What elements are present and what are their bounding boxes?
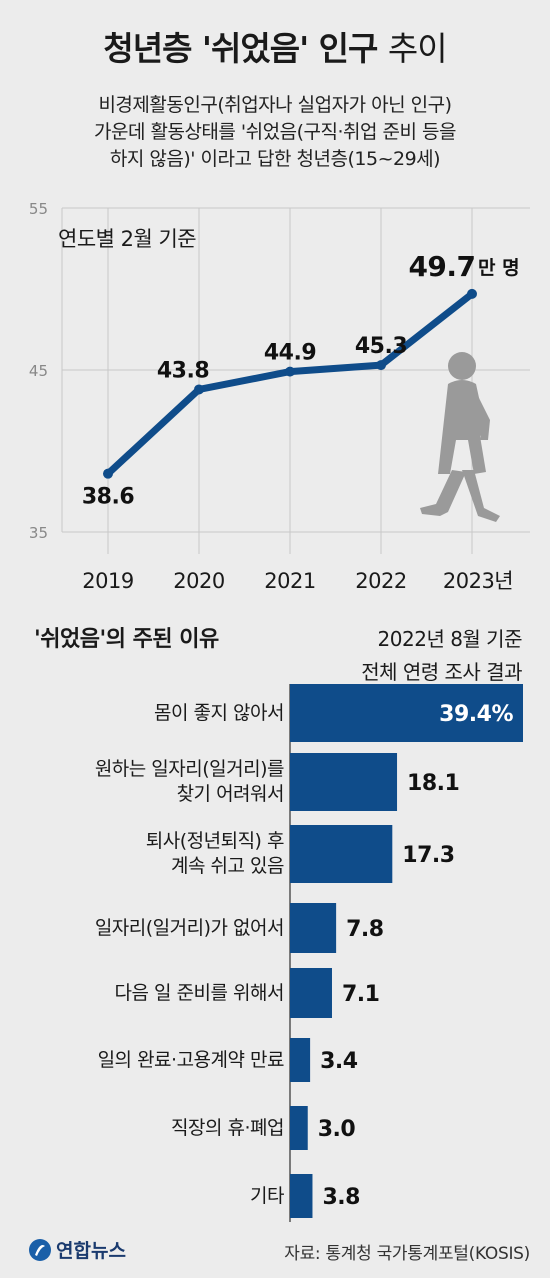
data-point (103, 468, 113, 479)
bar-value-label: 7.1 (342, 982, 379, 1007)
bar-value-label: 3.0 (318, 1117, 356, 1142)
x-tick-label: 2021 (264, 569, 315, 593)
line-value-label: 43.8 (157, 358, 209, 383)
x-tick-label: 2020 (173, 569, 224, 593)
data-point (376, 360, 386, 371)
bar-category-label: 퇴사(정년퇴직) 후 계속 쉬고 있음 (145, 830, 285, 877)
page-title: 청년층 '쉬었음' 인구 추이 (0, 22, 550, 70)
bar-category-label: 기타 (250, 1184, 284, 1207)
logo-icon (29, 1238, 51, 1261)
y-tick-label: 45 (29, 362, 48, 380)
bar-category-label: 몸이 좋지 않아서 (154, 701, 284, 724)
x-axis-labels: 2019 2020 2021 2022 2023년 (82, 569, 513, 593)
x-tick-label: 2019 (82, 569, 133, 593)
logo: 연합뉴스 (28, 1236, 126, 1263)
subtitle-line: 하지 않음)' 이라고 답한 청년층(15~29세) (109, 148, 441, 170)
bar-chart-title: '쉬었음'의 주된 이유 (34, 627, 219, 652)
bar-chart-note: 전체 연령 조사 결과 (361, 660, 522, 684)
grid-layer: 35 45 55 (29, 200, 530, 554)
bar-category-label: 직장의 휴·폐업 (171, 1116, 284, 1139)
line-chart-note: 연도별 2월 기준 (58, 227, 196, 251)
bar-value-label: 3.8 (322, 1185, 359, 1210)
bar-value-label: 18.1 (407, 771, 459, 796)
subtitle-line: 비경제활동인구(취업자나 실업자가 아닌 인구) (98, 94, 452, 116)
line-chart: 35 45 55 연도별 2월 기준 38.6 43.8 44.9 45.3 49.7 만 명… (29, 200, 530, 593)
subtitle: 비경제활동인구(취업자나 실업자가 아닌 인구) 가운데 활동상태를 '쉬었음(… (20, 92, 530, 173)
unit-label: 만 명 (478, 257, 520, 279)
bar-value-label: 7.8 (346, 917, 383, 942)
bar (290, 684, 523, 742)
title-main: 청년층 '쉬었음' 인구 (103, 29, 378, 68)
bar-value-label: 3.4 (320, 1049, 358, 1074)
y-tick-label: 55 (29, 200, 48, 218)
data-point (467, 288, 477, 299)
bar-chart-note: 2022년 8월 기준 (378, 627, 523, 651)
bar-category-label: 다음 일 준비를 위해서 (114, 981, 285, 1004)
bar-category-label: 원하는 일자리(일거리)를 찾기 어려워서 (94, 758, 285, 805)
logo-text: 연합뉴스 (56, 1240, 126, 1262)
walking-person-icon (420, 352, 500, 522)
bar-value-label: 39.4% (439, 702, 513, 727)
bar (290, 968, 332, 1018)
bar (290, 903, 337, 953)
bar (290, 1106, 308, 1150)
y-tick-label: 35 (29, 524, 48, 542)
bar-category-label: 일자리(일거리)가 없어서 (94, 916, 285, 939)
bar-chart: '쉬었음'의 주된 이유 2022년 8월 기준 전체 연령 조사 결과 39.… (34, 627, 523, 1222)
bar (290, 825, 393, 883)
bar (290, 1038, 311, 1082)
line-value-label: 44.9 (264, 341, 316, 366)
line-value-label: 45.3 (355, 334, 407, 359)
bars: 39.4% 18.1 17.3 7.8 7.1 3.4 3.0 3.8 (290, 684, 523, 1218)
line-series (103, 288, 477, 479)
line-value-label: 38.6 (82, 485, 134, 510)
x-tick-label: 2022 (355, 569, 406, 593)
bar-value-label: 17.3 (402, 843, 454, 868)
x-tick-label: 2023년 (443, 569, 513, 593)
line-value-label: 49.7 (408, 250, 475, 283)
data-point (194, 384, 204, 395)
bar (290, 753, 398, 811)
bar (290, 1174, 313, 1218)
data-point (285, 366, 295, 377)
title-light: 추이 (387, 29, 448, 68)
line-value-labels: 38.6 43.8 44.9 45.3 49.7 만 명 (82, 250, 520, 510)
bar-category-label: 일의 완료·고용계약 만료 (97, 1048, 285, 1071)
source-note: 자료: 통계청 국가통계포털(KOSIS) (284, 1244, 530, 1264)
subtitle-line: 가운데 활동상태를 '쉬었음(구직·취업 준비 등을 (94, 121, 456, 143)
